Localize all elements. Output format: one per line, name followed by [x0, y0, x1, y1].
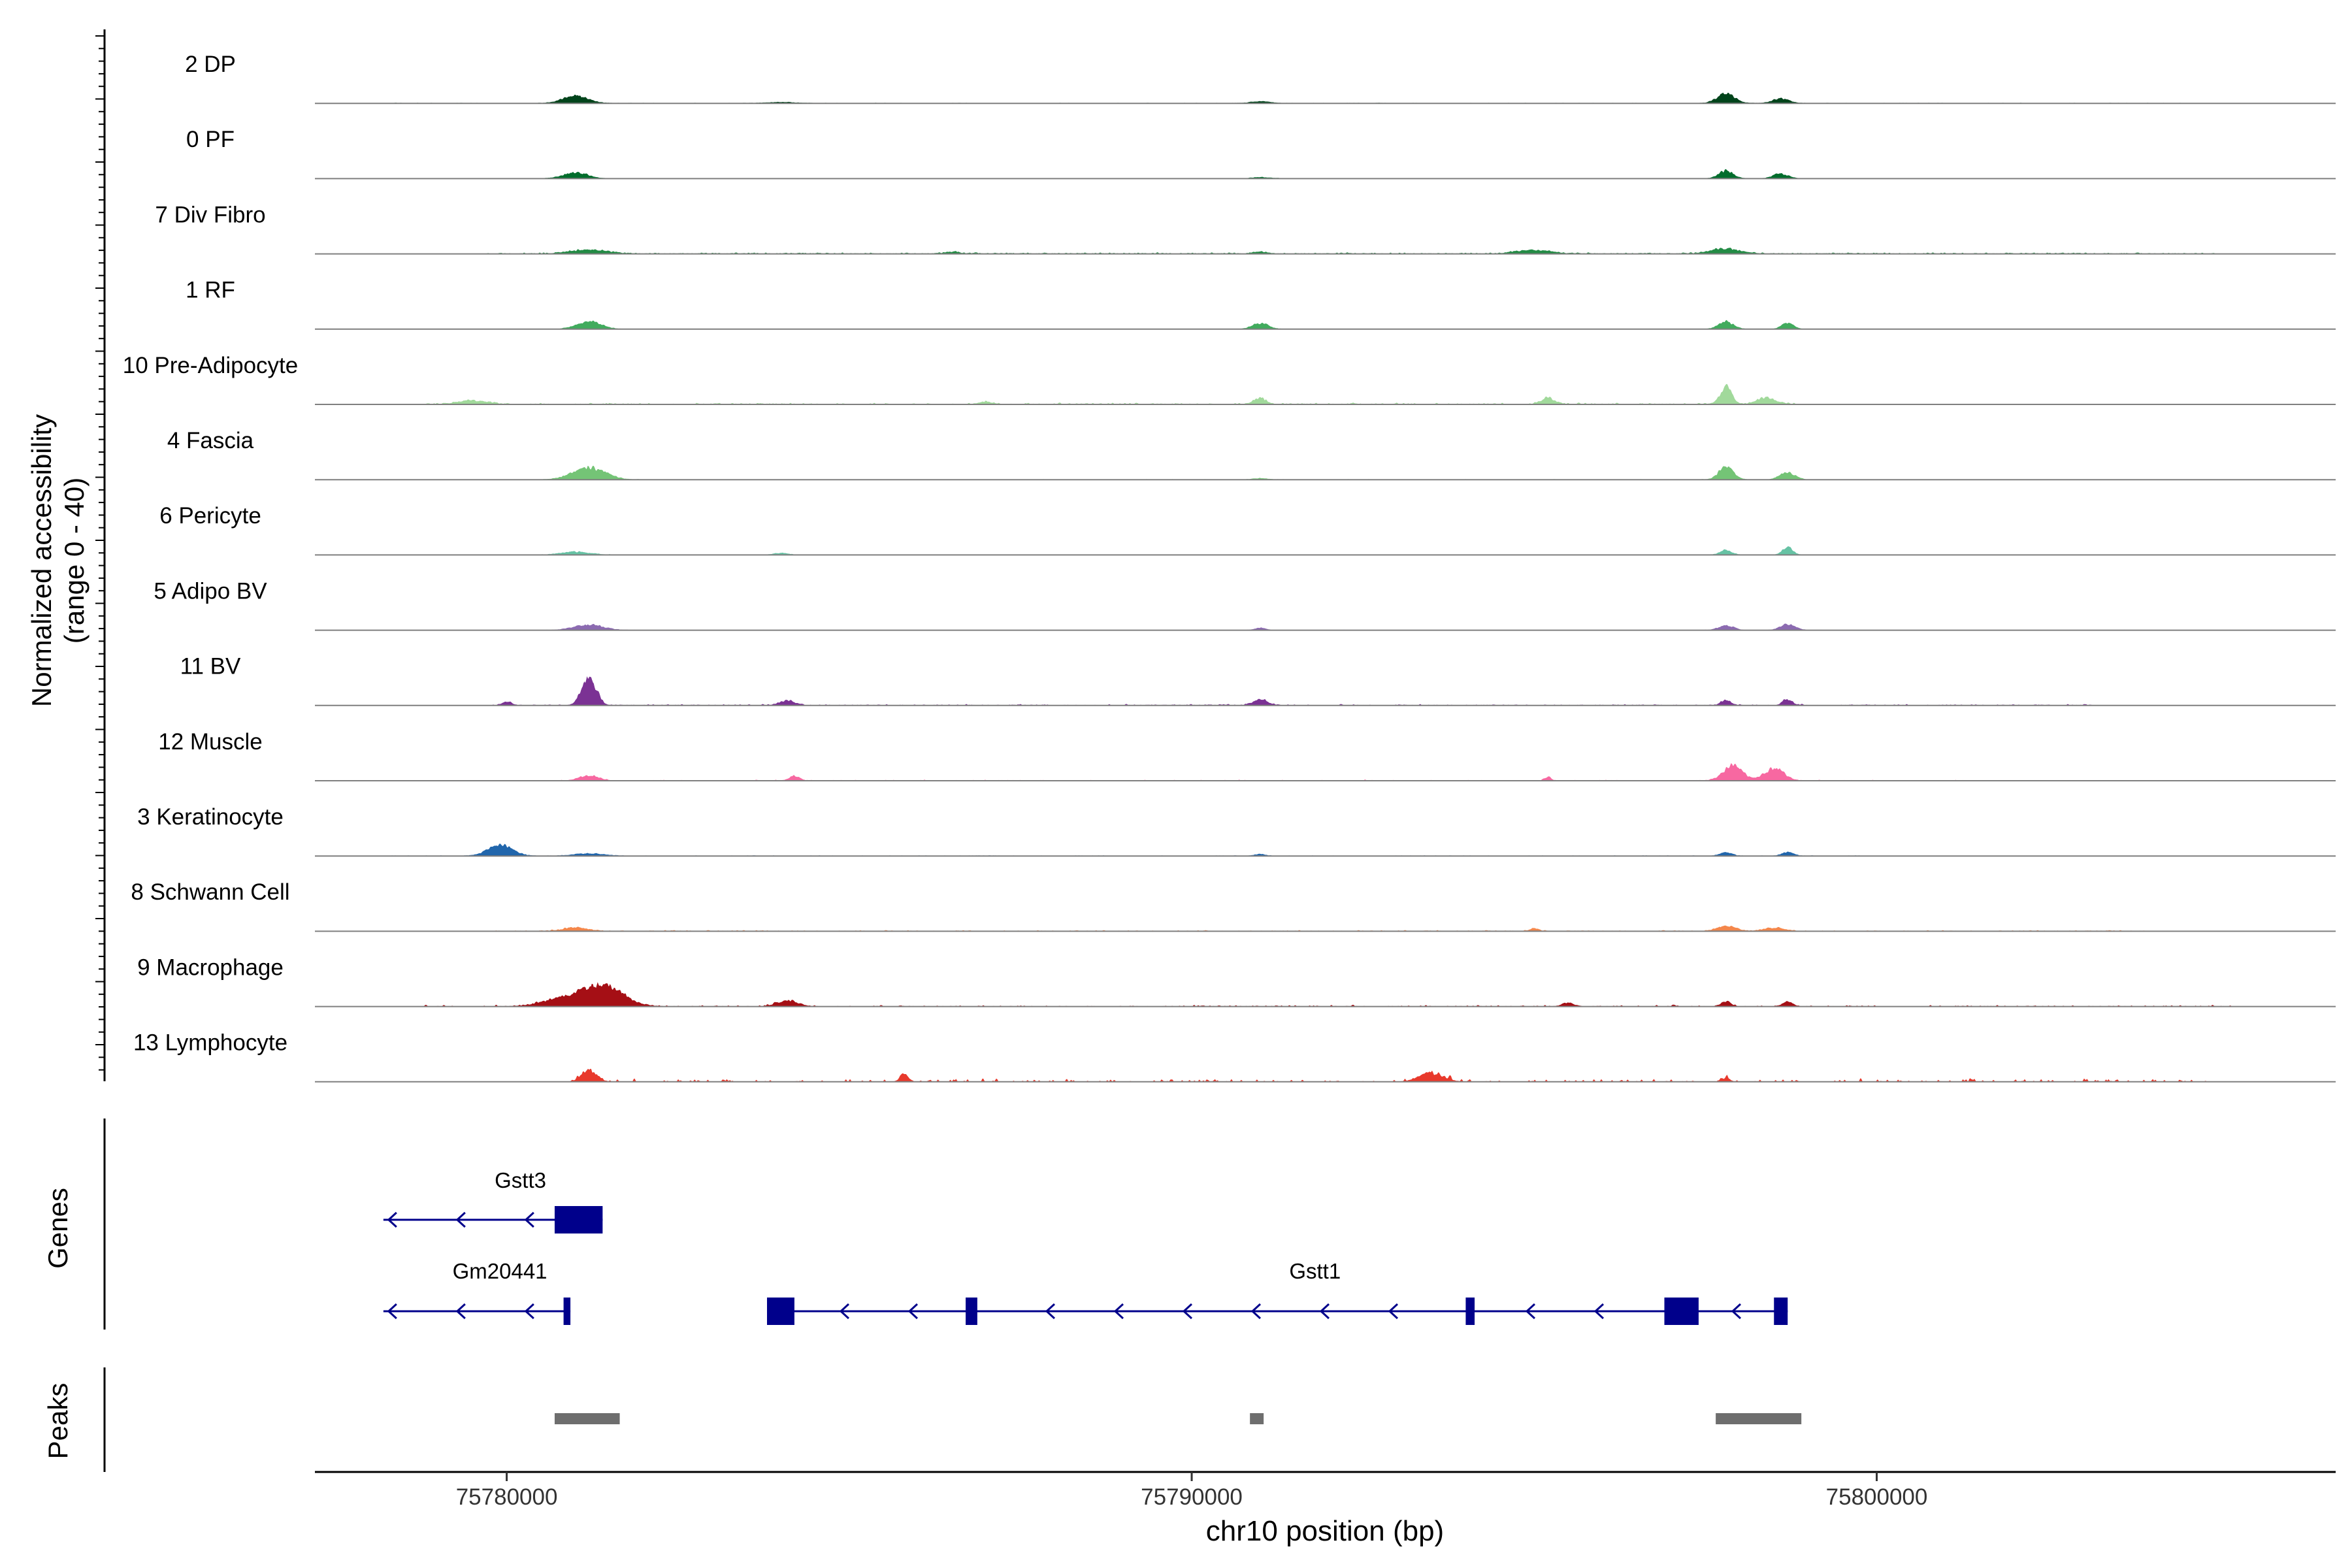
track-9-macrophage: 9 Macrophage: [137, 955, 2336, 1007]
track-label: 1 RF: [186, 278, 235, 303]
x-tick-label: 75780000: [456, 1484, 558, 1510]
peaks-track: [554, 1413, 1802, 1424]
coverage-area: [315, 843, 2336, 857]
gene-gm20441: Gm20441: [383, 1259, 571, 1325]
strand-arrow: [1045, 1303, 1056, 1320]
strand-arrow: [839, 1303, 850, 1320]
coverage-area: [315, 676, 2336, 706]
track-1-rf: 1 RF: [186, 278, 2336, 330]
strand-arrow: [1525, 1303, 1536, 1320]
track-label: 13 Lymphocyte: [133, 1030, 287, 1056]
exon-block: [966, 1298, 977, 1325]
exon-block: [563, 1298, 571, 1325]
track-label: 7 Div Fibro: [155, 202, 265, 227]
strand-arrow: [1113, 1303, 1124, 1320]
track-13-lymphocyte: 13 Lymphocyte: [133, 1030, 2336, 1083]
coverage-area: [315, 169, 2336, 179]
coverage-area: [315, 1068, 2336, 1083]
strand-arrow: [387, 1211, 397, 1228]
coverage-area: [315, 546, 2336, 555]
gene-gstt1: Gstt1: [766, 1259, 1788, 1325]
peak-region: [554, 1413, 620, 1424]
gene-name-label: Gstt1: [1289, 1259, 1341, 1283]
track-4-fascia: 4 Fascia: [167, 428, 2336, 481]
strand-arrow: [1731, 1303, 1742, 1320]
track-label: 10 Pre-Adipocyte: [123, 353, 298, 378]
exon-block: [1664, 1298, 1699, 1325]
track-label: 6 Pericyte: [159, 503, 261, 529]
track-label: 11 BV: [180, 654, 241, 679]
peak-region: [1250, 1413, 1264, 1424]
x-axis: 75780000 75790000 75800000: [315, 1471, 2336, 1510]
coverage-area: [315, 92, 2336, 104]
x-tick-label: 75790000: [1141, 1484, 1243, 1510]
coverage-area: [315, 248, 2336, 254]
track-label: 3 Keratinocyte: [137, 804, 284, 830]
track-3-keratinocyte: 3 Keratinocyte: [137, 804, 2336, 857]
x-tick-label: 75800000: [1826, 1484, 1928, 1510]
strand-arrow: [1319, 1303, 1330, 1320]
strand-arrow: [1593, 1303, 1605, 1320]
y-axis-label: Normalized accessibility (range 0 - 40): [26, 414, 90, 707]
coverage-area: [315, 623, 2336, 630]
strand-arrow: [524, 1211, 534, 1228]
strand-arrow: [387, 1303, 397, 1320]
track-6-pericyte: 6 Pericyte: [159, 503, 2336, 556]
genes-panel-label: Genes: [42, 1188, 73, 1269]
coverage-area: [315, 925, 2336, 932]
strand-arrow: [1388, 1303, 1399, 1320]
track-11-bv: 11 BV: [180, 654, 2336, 706]
gene-annotation-track: Gstt3 Gm20441 Gstt1: [383, 1168, 1788, 1325]
strand-arrow: [524, 1303, 534, 1320]
y-axis-label-line2: (range 0 - 40): [59, 478, 90, 644]
track-label: 8 Schwann Cell: [131, 879, 289, 905]
track-7-div-fibro: 7 Div Fibro: [155, 202, 2336, 255]
exon-block: [1465, 1298, 1475, 1325]
strand-arrow: [455, 1303, 466, 1320]
strand-arrow: [1250, 1303, 1262, 1320]
x-axis-label: chr10 position (bp): [1206, 1515, 1444, 1547]
y-axis-label-line1: Normalized accessibility: [26, 414, 57, 707]
track-label: 4 Fascia: [167, 428, 254, 453]
peaks-panel-label: Peaks: [42, 1383, 73, 1460]
exon-block: [554, 1206, 603, 1233]
gene-name-label: Gstt3: [495, 1168, 546, 1192]
track-10-pre-adipocyte: 10 Pre-Adipocyte: [123, 353, 2336, 405]
track-0-pf: 0 PF: [186, 127, 2336, 180]
track-label: 12 Muscle: [158, 729, 263, 755]
coverage-tracks: 2 DP 0 PF 7 Div Fibro 1 RF 10 Pre-Adipocyte 4…: [123, 52, 2336, 1083]
coverage-axis: [95, 29, 106, 1081]
gene-name-label: Gm20441: [453, 1259, 547, 1283]
track-label: 9 Macrophage: [137, 955, 284, 980]
coverage-area: [315, 465, 2336, 480]
track-2-dp: 2 DP: [185, 52, 2336, 105]
coverage-area: [315, 763, 2336, 781]
peak-region: [1716, 1413, 1802, 1424]
exon-block: [766, 1298, 794, 1325]
strand-arrow: [1182, 1303, 1193, 1320]
track-8-schwann-cell: 8 Schwann Cell: [131, 879, 2336, 932]
coverage-area: [315, 982, 2336, 1007]
track-label: 5 Adipo BV: [154, 578, 267, 604]
coverage-area: [315, 319, 2336, 330]
coverage-area: [315, 384, 2336, 405]
track-12-muscle: 12 Muscle: [158, 729, 2336, 781]
gene-gstt3: Gstt3: [383, 1168, 603, 1233]
strand-arrow: [455, 1211, 466, 1228]
track-label: 2 DP: [185, 52, 236, 77]
track-5-adipo-bv: 5 Adipo BV: [154, 578, 2336, 631]
strand-arrow: [907, 1303, 919, 1320]
track-label: 0 PF: [186, 127, 235, 152]
exon-block: [1774, 1298, 1788, 1325]
